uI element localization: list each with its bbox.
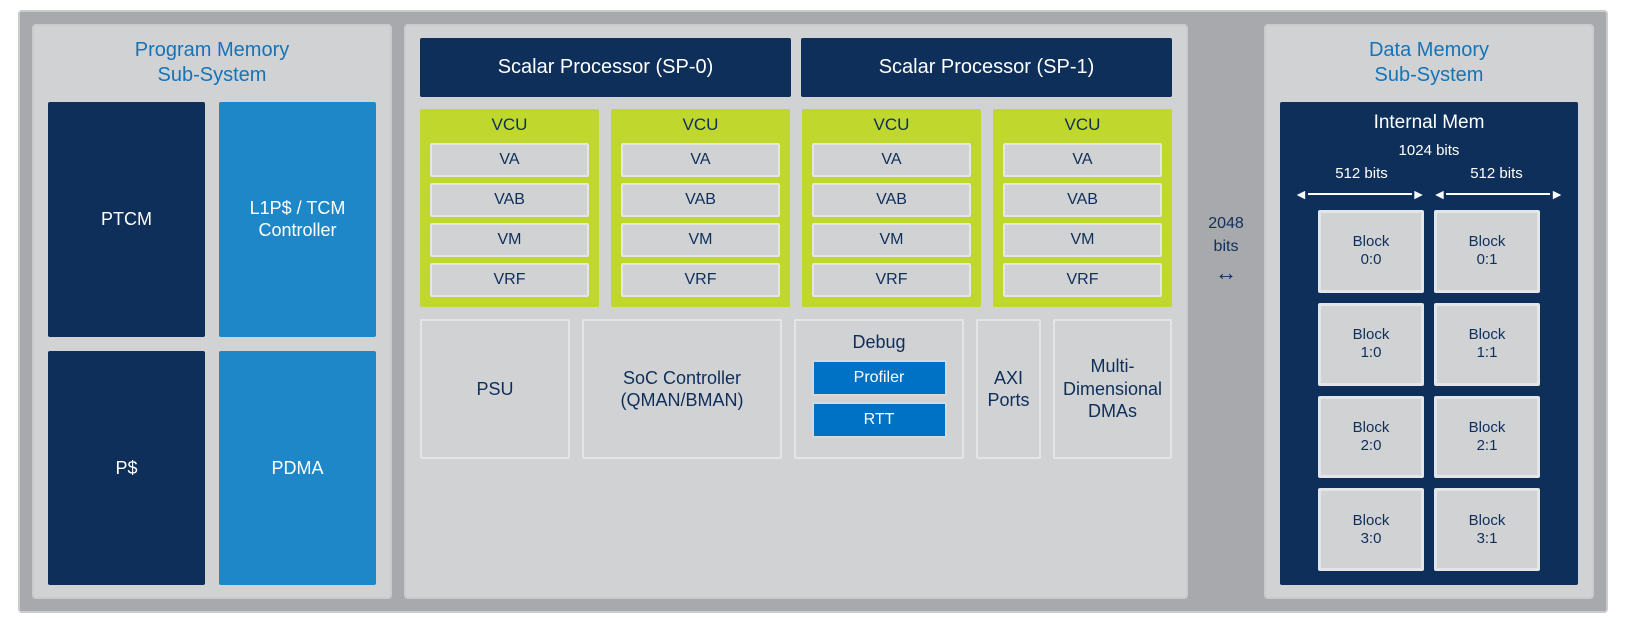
scalar-processor-0: Scalar Processor (SP-0) (420, 38, 791, 97)
vcu-title: VCU (430, 115, 589, 135)
block-debug: Debug Profiler RTT (794, 319, 964, 459)
vcu-item-vrf: VRF (430, 263, 589, 297)
bits-512-row: 512 bits 512 bits (1294, 165, 1564, 182)
block-axi-ports: AXI Ports (976, 319, 1041, 459)
block-pdma: PDMA (219, 351, 376, 586)
mem-block-7: Block3:1 (1434, 488, 1540, 571)
vcu-item-va: VA (812, 143, 971, 177)
vcu-item-vm: VM (1003, 223, 1162, 257)
scalar-processor-1: Scalar Processor (SP-1) (801, 38, 1172, 97)
bits-1024-label: 1024 bits (1294, 142, 1564, 159)
data-memory-panel: Data Memory Sub-System Internal Mem 1024… (1264, 24, 1594, 599)
vcu-item-vab: VAB (1003, 183, 1162, 217)
vcu-2: VCU VA VAB VM VRF (802, 109, 981, 307)
block-pcache: P$ (48, 351, 205, 586)
bus-bits-l2: bits (1214, 237, 1239, 256)
vcu-0: VCU VA VAB VM VRF (420, 109, 599, 307)
vcu-item-va: VA (430, 143, 589, 177)
dm-title-l1: Data Memory (1369, 39, 1489, 61)
vcu-item-va: VA (621, 143, 780, 177)
vcu-item-vrf: VRF (1003, 263, 1162, 297)
bottom-row: PSU SoC Controller(QMAN/BMAN) Debug Prof… (420, 319, 1172, 459)
bus-arrow-icon: ↔ (1215, 260, 1237, 286)
vcu-item-vab: VAB (621, 183, 780, 217)
mem-block-0: Block0:0 (1318, 210, 1424, 293)
mem-block-4: Block2:0 (1318, 396, 1424, 479)
pm-title-l1: Program Memory (135, 39, 289, 61)
block-soc-controller: SoC Controller(QMAN/BMAN) (582, 319, 782, 459)
center-panel: Scalar Processor (SP-0) Scalar Processor… (404, 24, 1188, 599)
vcu-item-vm: VM (812, 223, 971, 257)
mem-block-5: Block2:1 (1434, 396, 1540, 479)
vcu-title: VCU (621, 115, 780, 135)
vcu-title: VCU (1003, 115, 1162, 135)
program-memory-panel: Program Memory Sub-System PTCM L1P$ / TC… (32, 24, 392, 599)
vcu-row: VCUVAVABVMVRFVCUVAVABVMVRFVCUVAVABVMVRFV… (420, 109, 1172, 307)
bus-width-label: 2048 bits ↔ (1200, 24, 1252, 599)
dm-title-l2: Sub-System (1375, 64, 1484, 86)
mem-blocks-grid: Block0:0Block0:1Block1:0Block1:1Block2:0… (1294, 210, 1564, 571)
vcu-1: VCU VA VAB VM VRF (611, 109, 790, 307)
data-memory-title: Data Memory Sub-System (1280, 38, 1578, 88)
vcu-item-vrf: VRF (812, 263, 971, 297)
mem-block-6: Block3:0 (1318, 488, 1424, 571)
pm-title-l2: Sub-System (158, 64, 267, 86)
vcu-item-va: VA (1003, 143, 1162, 177)
mem-block-1: Block0:1 (1434, 210, 1540, 293)
mem-block-2: Block1:0 (1318, 303, 1424, 386)
debug-title: Debug (852, 331, 905, 354)
bits-512-right: 512 bits (1429, 165, 1564, 182)
debug-profiler: Profiler (812, 360, 947, 396)
program-memory-title: Program Memory Sub-System (48, 38, 376, 88)
architecture-diagram: Program Memory Sub-System PTCM L1P$ / TC… (18, 10, 1608, 613)
block-ptcm: PTCM (48, 102, 205, 337)
pm-grid: PTCM L1P$ / TCMController P$ PDMA (48, 102, 376, 585)
vcu-item-vab: VAB (430, 183, 589, 217)
block-multi-dim-dmas: Multi-DimensionalDMAs (1053, 319, 1172, 459)
internal-mem: Internal Mem 1024 bits 512 bits 512 bits… (1280, 102, 1578, 585)
vcu-title: VCU (812, 115, 971, 135)
scalar-processor-row: Scalar Processor (SP-0) Scalar Processor… (420, 38, 1172, 97)
debug-rtt: RTT (812, 402, 947, 438)
bits-512-left: 512 bits (1294, 165, 1429, 182)
block-l1p-tcm: L1P$ / TCMController (219, 102, 376, 337)
bits-arrows: ◄► ◄► (1294, 186, 1564, 202)
vcu-3: VCU VA VAB VM VRF (993, 109, 1172, 307)
vcu-item-vab: VAB (812, 183, 971, 217)
vcu-item-vm: VM (430, 223, 589, 257)
vcu-item-vrf: VRF (621, 263, 780, 297)
vcu-item-vm: VM (621, 223, 780, 257)
bus-bits-l1: 2048 (1208, 214, 1244, 233)
mem-block-3: Block1:1 (1434, 303, 1540, 386)
internal-mem-title: Internal Mem (1294, 112, 1564, 134)
block-psu: PSU (420, 319, 570, 459)
